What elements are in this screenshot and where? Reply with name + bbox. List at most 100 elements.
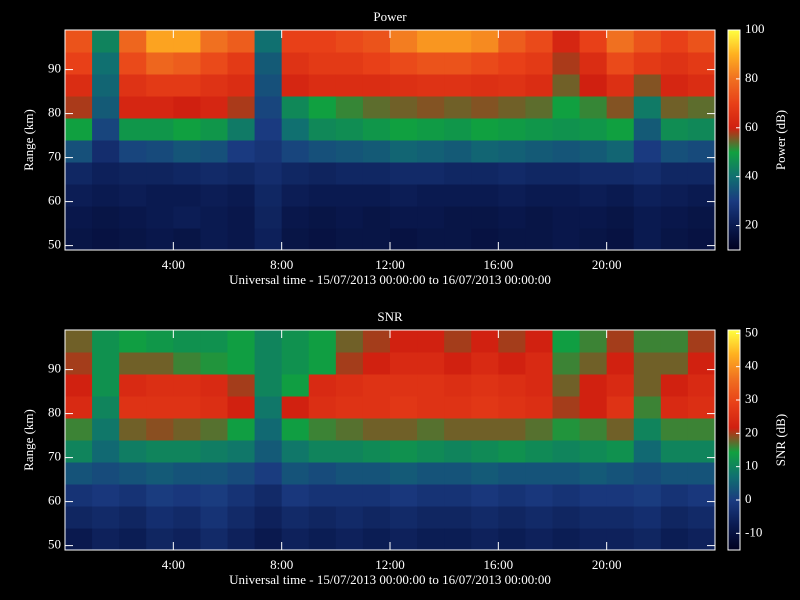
colorbar-tick-label: 100 [745,21,765,36]
heatmap-cell [254,418,283,441]
heatmap-cell [444,162,472,185]
heatmap-cell [92,352,120,375]
y-tick-label: 90 [48,61,61,76]
heatmap-cell [227,140,256,163]
heatmap-cell [254,484,283,507]
heatmap-cell [146,228,174,251]
x-tick-label: 20:00 [592,257,622,272]
heatmap-cell [173,506,201,529]
heatmap-cell [687,484,716,507]
heatmap-cell [362,330,391,353]
heatmap-cell [119,140,147,163]
heatmap-cell [335,184,364,207]
heatmap-cell [471,140,499,163]
heatmap-cell [65,418,93,441]
heatmap-cell [390,374,418,397]
heatmap-cell [362,484,391,507]
heatmap-cell [687,506,716,529]
heatmap-cell [92,506,120,529]
heatmap-cell [65,506,93,529]
heatmap-cell [579,206,608,229]
x-axis-label: Universal time - 15/07/2013 00:00:00 to … [229,572,551,587]
heatmap-cell [525,184,553,207]
heatmap-cell [444,228,472,251]
colorbar-tick-label: 30 [745,391,758,406]
heatmap-cell [552,74,581,97]
heatmap-cell [525,396,553,419]
heatmap-cell [471,184,499,207]
heatmap-cell [254,52,283,75]
heatmap-cell [281,206,310,229]
heatmap-cell [606,96,635,119]
x-tick-label: 8:00 [270,557,293,572]
heatmap-cell [444,206,472,229]
colorbar-tick-label: 40 [745,358,758,373]
heatmap-cell [579,396,608,419]
heatmap-cell [444,396,472,419]
heatmap-cell [444,440,472,463]
heatmap-cell [525,484,553,507]
heatmap-cell [579,352,608,375]
heatmap-cell [200,396,228,419]
heatmap-cell [525,118,553,141]
heatmap-cell [92,74,120,97]
heatmap-cell [173,206,201,229]
heatmap-cell [390,440,418,463]
heatmap-cell [119,30,147,53]
heatmap-cell [417,140,445,163]
heatmap-cell [525,74,553,97]
heatmap-cell [227,162,256,185]
heatmap-cell [335,206,364,229]
heatmap-cell [633,30,662,53]
heatmap-cell [119,506,147,529]
heatmap-cell [254,396,283,419]
heatmap-cell [606,462,635,485]
heatmap-cell [254,440,283,463]
colorbar-label: SNR (dB) [773,414,788,466]
x-tick-label: 8:00 [270,257,293,272]
heatmap-cell [119,52,147,75]
heatmap-cell [525,162,553,185]
heatmap-cell [552,96,581,119]
heatmap-cell [119,374,147,397]
heatmap-cell [525,462,553,485]
heatmap-cell [92,418,120,441]
heatmap-cell [660,484,689,507]
heatmap-cell [552,140,581,163]
heatmap-cell [606,528,635,551]
heatmap-cell [498,140,526,163]
heatmap-cell [173,140,201,163]
heatmap-cell [173,162,201,185]
heatmap-cell [525,528,553,551]
y-tick-label: 70 [48,449,61,464]
heatmap-cell [552,418,581,441]
heatmap-cell [65,74,93,97]
heatmap-cell [200,74,228,97]
heatmap-cell [65,484,93,507]
colorbar-tick-label: 20 [745,217,758,232]
heatmap-cell [92,206,120,229]
heatmap-cell [606,374,635,397]
heatmap-cell [417,396,445,419]
heatmap-cell [471,330,499,353]
heatmap-cell [146,330,174,353]
heatmap-cell [200,374,228,397]
y-tick-label: 50 [48,237,61,252]
heatmap-cell [335,228,364,251]
heatmap-cell [660,184,689,207]
heatmap-cell [687,184,716,207]
heatmap-cell [65,330,93,353]
heatmap-cell [579,96,608,119]
heatmap-cell [362,440,391,463]
heatmap-cell [308,206,337,229]
heatmap-cell [498,228,526,251]
heatmap-cell [579,462,608,485]
heatmap-cell [417,228,445,251]
heatmap-cell [173,30,201,53]
heatmap-cell [200,462,228,485]
heatmap-cell [633,118,662,141]
heatmap-cell [687,528,716,551]
heatmap-cell [92,118,120,141]
heatmap-cell [498,30,526,53]
heatmap-cell [444,506,472,529]
